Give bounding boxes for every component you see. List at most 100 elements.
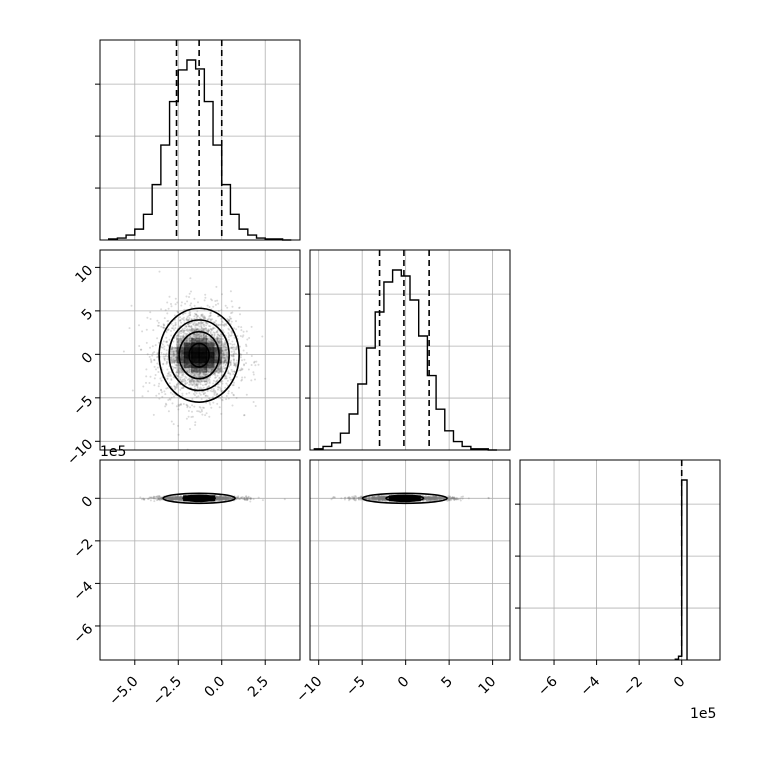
scatter-point	[209, 318, 212, 321]
scatter-point	[180, 387, 183, 390]
scatter-point	[223, 344, 225, 346]
scatter-point	[200, 314, 203, 317]
scatter-point	[205, 367, 208, 370]
scatter-point	[164, 405, 167, 408]
scatter-point	[181, 394, 184, 397]
scatter-point	[218, 361, 221, 364]
scatter-point	[237, 325, 240, 328]
scatter-point	[228, 315, 231, 318]
scatter-point	[198, 340, 201, 343]
scatter-point	[173, 314, 176, 317]
scatter-point	[192, 323, 195, 326]
scatter-point	[162, 323, 165, 326]
scatter-point	[222, 329, 224, 332]
scatter-point	[179, 337, 182, 340]
scatter-point	[155, 394, 158, 397]
scatter-point	[181, 317, 184, 320]
scatter-point	[245, 362, 247, 365]
scatter-point	[243, 363, 246, 366]
scatter-point	[190, 380, 192, 383]
scatter-point	[211, 318, 214, 321]
scatter-point	[208, 397, 211, 400]
scatter-point	[235, 348, 238, 351]
scatter-point	[181, 364, 184, 367]
scatter-point	[156, 362, 159, 365]
scatter-point	[181, 357, 184, 360]
scatter-point	[220, 356, 223, 359]
scatter-point	[184, 302, 187, 305]
scatter-point	[216, 393, 218, 395]
scatter-point	[203, 367, 206, 370]
scatter-point	[175, 371, 178, 374]
scatter-point	[217, 324, 220, 327]
scatter-point	[200, 336, 203, 338]
scatter-point	[200, 334, 203, 337]
scatter-point	[167, 410, 170, 413]
scatter-point	[178, 403, 181, 406]
scatter-point	[174, 366, 177, 369]
scatter-point	[173, 354, 176, 357]
scatter-point	[210, 338, 212, 341]
scatter-point	[161, 346, 164, 349]
scatter-point	[220, 366, 223, 369]
scatter-point	[210, 388, 213, 390]
scatter-point	[210, 328, 213, 331]
scatter-point	[254, 405, 257, 407]
scatter-point	[165, 336, 168, 339]
scatter-point	[250, 364, 253, 366]
scatter-point	[196, 380, 199, 383]
scatter-point	[167, 372, 170, 375]
scatter-point	[196, 370, 199, 373]
scatter-point	[230, 347, 233, 350]
scatter-point	[196, 373, 199, 376]
scatter-point	[185, 329, 188, 332]
scatter-point	[165, 341, 168, 344]
scatter-point	[177, 403, 180, 406]
scatter-point	[186, 319, 189, 322]
scatter-point	[221, 380, 224, 383]
scatter-point	[157, 324, 160, 327]
scatter-point	[166, 312, 169, 315]
scatter-point	[193, 317, 196, 320]
scatter-point	[182, 380, 185, 383]
scatter-point	[151, 354, 154, 357]
scatter-point	[199, 381, 202, 384]
scatter-point	[165, 403, 168, 406]
scatter-point	[196, 315, 199, 317]
scatter-point	[216, 333, 219, 336]
scatter-point	[149, 346, 151, 349]
scatter-point	[216, 369, 219, 372]
scatter-point	[200, 325, 203, 328]
scatter-point	[196, 384, 199, 387]
scatter-point	[187, 410, 190, 412]
scatter-point	[193, 315, 196, 318]
scatter-point	[221, 369, 224, 372]
scatter-point	[206, 381, 209, 384]
scatter-point	[243, 376, 246, 379]
scatter-point	[181, 392, 184, 395]
scatter-point	[219, 369, 222, 372]
scatter-point	[216, 359, 219, 362]
scatter-point	[139, 496, 142, 499]
scatter-point	[198, 321, 200, 324]
scatter-point	[173, 329, 176, 331]
scatter-point	[175, 385, 178, 388]
scatter-point	[184, 375, 187, 378]
scatter-point	[218, 386, 221, 389]
scatter-point	[194, 424, 197, 426]
scatter-point	[188, 379, 191, 382]
scatter-point	[130, 304, 133, 307]
scatter-point	[208, 371, 211, 374]
scatter-point	[225, 346, 228, 349]
scatter-point	[240, 367, 243, 370]
scatter-point	[160, 308, 163, 311]
scatter-point	[195, 383, 198, 386]
scatter-point	[194, 370, 197, 373]
scatter-point	[198, 316, 201, 319]
scatter-point	[174, 359, 177, 362]
scatter-point	[225, 398, 228, 401]
scatter-point	[225, 324, 228, 327]
scatter-point	[203, 336, 206, 339]
scatter-point	[196, 370, 199, 373]
scatter-point	[218, 377, 221, 380]
